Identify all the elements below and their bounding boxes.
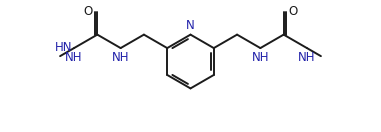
Text: N: N — [186, 19, 195, 32]
Text: NH: NH — [65, 51, 83, 64]
Text: O: O — [288, 5, 298, 18]
Text: NH: NH — [298, 51, 316, 64]
Text: NH: NH — [251, 51, 269, 64]
Text: HN: HN — [55, 41, 72, 54]
Text: O: O — [83, 5, 93, 18]
Text: NH: NH — [112, 51, 130, 64]
